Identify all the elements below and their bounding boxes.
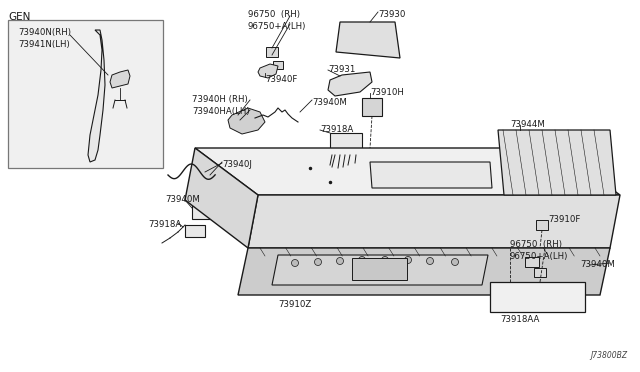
Text: 96750+A(LH): 96750+A(LH) [248, 22, 307, 31]
Circle shape [291, 260, 298, 266]
Circle shape [381, 257, 388, 263]
Text: 96750  (RH): 96750 (RH) [510, 240, 562, 249]
Text: 73940F: 73940F [265, 75, 298, 84]
Bar [192, 205, 214, 219]
Text: 73940N(RH): 73940N(RH) [18, 28, 71, 37]
Text: 73910Z: 73910Z [278, 300, 311, 309]
Circle shape [358, 257, 365, 263]
Polygon shape [228, 108, 265, 134]
Text: 73940J: 73940J [222, 160, 252, 169]
Text: GEN: GEN [8, 12, 30, 22]
Polygon shape [88, 30, 105, 162]
Polygon shape [328, 72, 372, 96]
Circle shape [314, 259, 321, 266]
Polygon shape [272, 255, 488, 285]
Polygon shape [258, 64, 278, 78]
Text: 73940M: 73940M [580, 260, 615, 269]
Bar [362, 98, 382, 116]
Text: J73800BZ: J73800BZ [590, 351, 627, 360]
Text: 73940M: 73940M [312, 98, 347, 107]
Bar [8, 20, 163, 168]
Polygon shape [238, 248, 610, 295]
Text: 73930: 73930 [378, 10, 405, 19]
Circle shape [404, 257, 412, 263]
Bar [352, 258, 407, 280]
Text: 73940HA(LH): 73940HA(LH) [192, 107, 250, 116]
Polygon shape [195, 148, 620, 195]
Text: 73910F: 73910F [548, 215, 580, 224]
Polygon shape [110, 70, 130, 88]
Circle shape [337, 257, 344, 264]
Polygon shape [498, 130, 616, 195]
Bar [490, 282, 585, 312]
Polygon shape [370, 162, 492, 188]
Text: 73918A: 73918A [320, 125, 353, 134]
Bar [534, 268, 546, 277]
Text: 73910H: 73910H [370, 88, 404, 97]
Circle shape [451, 259, 458, 266]
Text: 96750+A(LH): 96750+A(LH) [510, 252, 568, 261]
Polygon shape [248, 195, 620, 248]
Text: 73941N(LH): 73941N(LH) [18, 40, 70, 49]
Bar [266, 47, 278, 57]
Text: 73940H (RH): 73940H (RH) [192, 95, 248, 104]
Text: 73944M: 73944M [510, 120, 545, 129]
Bar [185, 225, 205, 237]
Bar [536, 220, 548, 230]
Text: 73918A: 73918A [148, 220, 181, 229]
Text: 73918AA: 73918AA [500, 315, 540, 324]
Bar [330, 133, 362, 155]
Polygon shape [336, 22, 400, 58]
Polygon shape [185, 148, 258, 248]
Text: 73940M: 73940M [165, 195, 200, 204]
Bar [273, 61, 283, 69]
Circle shape [426, 257, 433, 264]
Text: 73931: 73931 [328, 65, 355, 74]
Bar [525, 257, 539, 267]
Text: 96750  (RH): 96750 (RH) [248, 10, 300, 19]
